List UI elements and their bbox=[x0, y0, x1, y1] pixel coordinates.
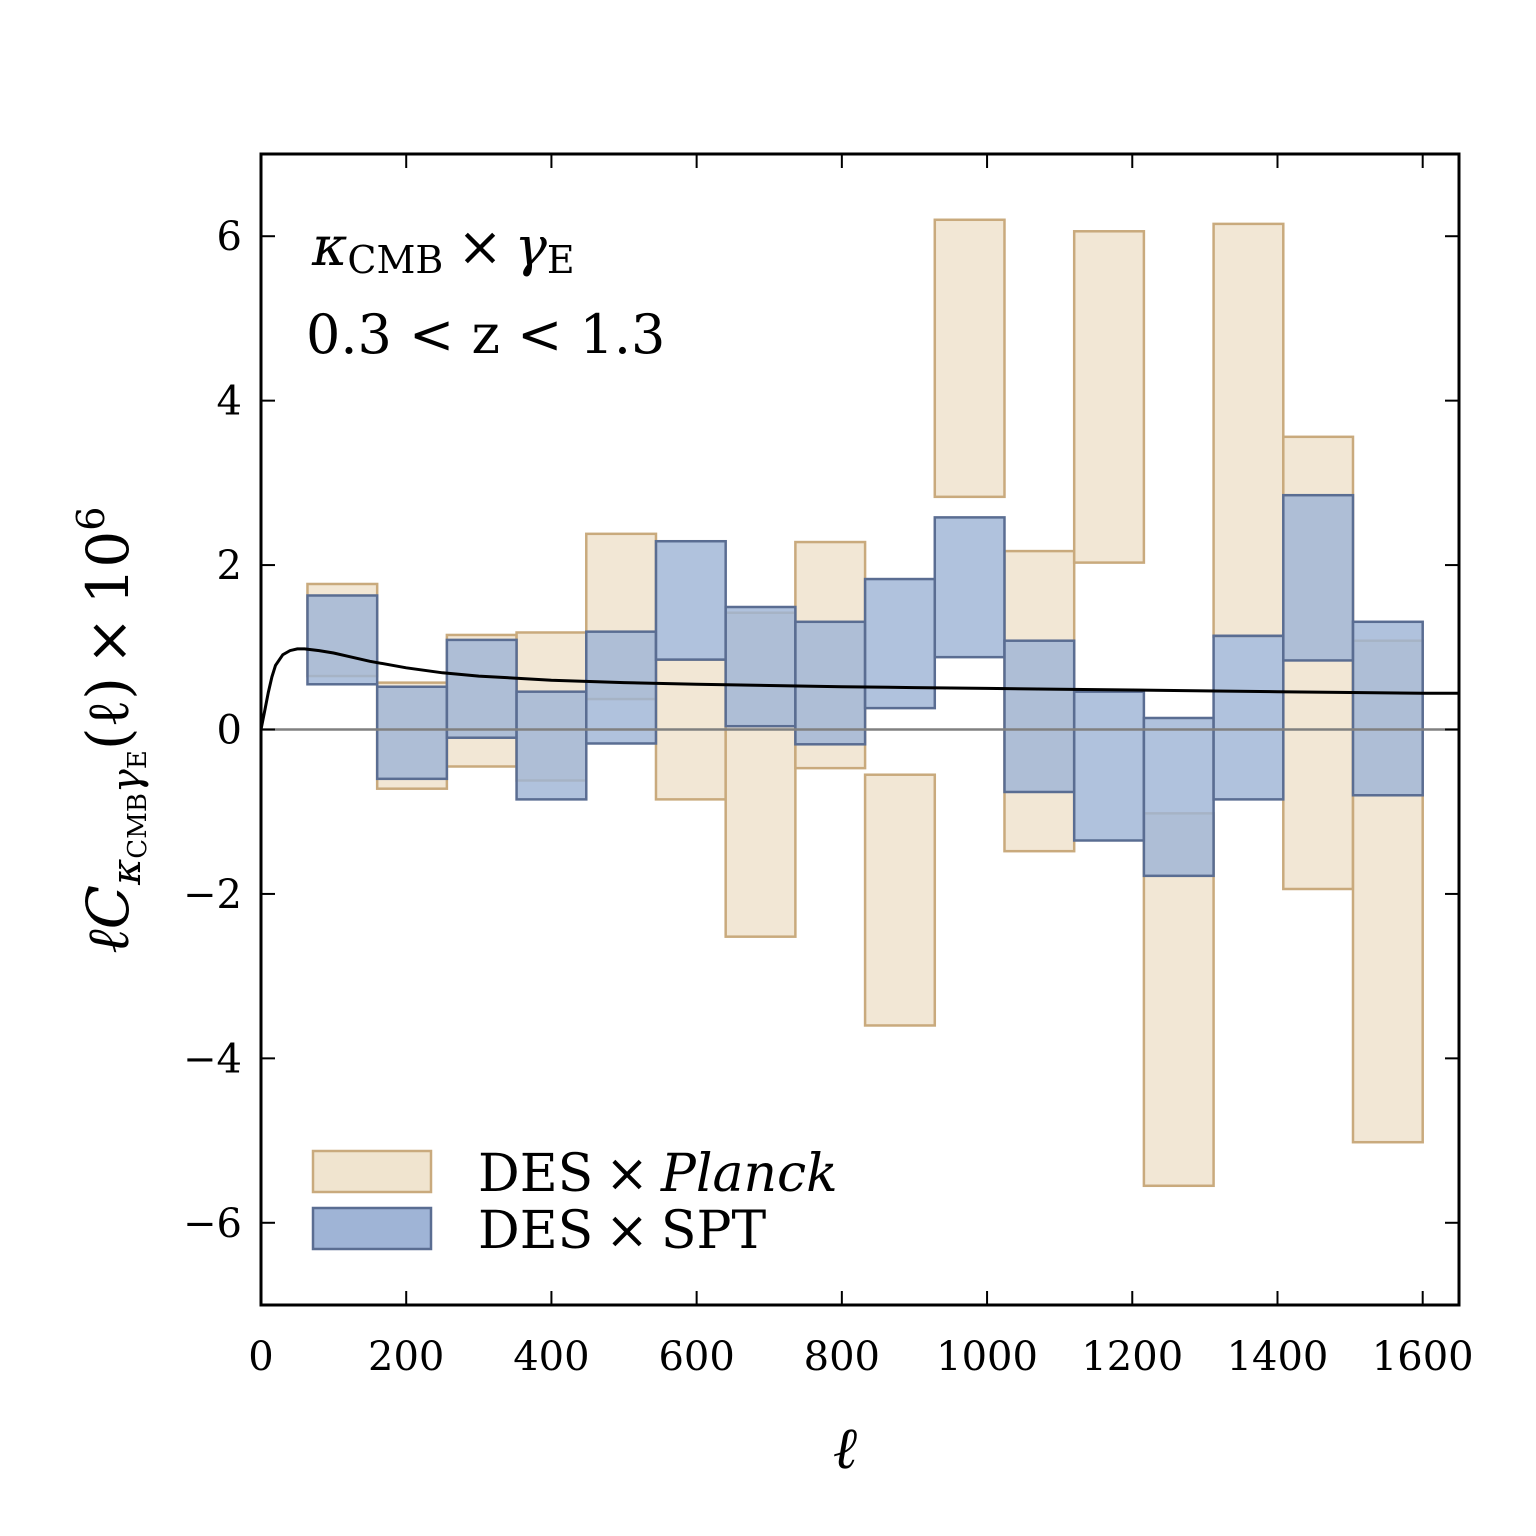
planck-box-9 bbox=[933, 218, 1006, 499]
legend-swatch-spt bbox=[311, 1206, 433, 1251]
ylabel-main: C bbox=[74, 885, 142, 929]
x-tick-label-1400: 1400 bbox=[1227, 1334, 1329, 1380]
ylabel-times: × bbox=[74, 617, 142, 666]
y-tick-label--4: −4 bbox=[183, 1036, 242, 1082]
spt-box-2 bbox=[445, 638, 518, 739]
spt-box-10 bbox=[1003, 639, 1076, 794]
y-axis-label: ℓCκCMBγE(ℓ) × 106 bbox=[69, 507, 153, 954]
ylabel-sub-cmb: CMB bbox=[123, 793, 153, 859]
x-axis-label: ℓ bbox=[833, 1414, 857, 1482]
legend-planck-prefix: DES bbox=[478, 1144, 593, 1204]
x-tick-label-800: 800 bbox=[804, 1334, 880, 1380]
y-tick-label-0: 0 bbox=[217, 708, 242, 754]
x-tick-labels: 0 200 400 600 800 1000 1200 1400 1600 bbox=[248, 1334, 1473, 1380]
legend-label-spt: DES × SPT bbox=[478, 1201, 766, 1261]
legend-swatch-planck bbox=[311, 1149, 433, 1194]
spt-box-1 bbox=[375, 685, 449, 781]
y-axis-label-group: ℓCκCMBγE(ℓ) × 106 bbox=[69, 507, 153, 954]
y-tick-label-2: 2 bbox=[217, 543, 242, 589]
spt-boxes bbox=[306, 493, 1424, 878]
annotation-line2: 0.3 < z < 1.3 bbox=[306, 303, 665, 366]
legend-spt-name: SPT bbox=[661, 1201, 767, 1261]
x-tick-label-1600: 1600 bbox=[1372, 1334, 1474, 1380]
ylabel-ten: 10 bbox=[74, 531, 142, 605]
spt-box-11 bbox=[1072, 690, 1146, 842]
planck-box-8 bbox=[863, 773, 937, 1027]
spt-box-0 bbox=[306, 594, 379, 686]
ylabel-prefix: ℓ bbox=[74, 929, 142, 953]
planck-box-13 bbox=[1212, 222, 1285, 638]
legend-planck-times: × bbox=[605, 1144, 649, 1204]
ylabel-sub-gamma: γ bbox=[104, 769, 150, 793]
legend-planck-name: Planck bbox=[660, 1144, 838, 1204]
y-tick-label-4: 4 bbox=[217, 379, 242, 425]
legend-spt-times: × bbox=[605, 1201, 649, 1261]
x-tick-label-200: 200 bbox=[368, 1334, 444, 1380]
y-tick-label--2: −2 bbox=[183, 872, 242, 918]
ylabel-arg: (ℓ) bbox=[74, 677, 142, 750]
spt-box-12 bbox=[1142, 716, 1215, 878]
x-tick-label-1200: 1200 bbox=[1081, 1334, 1183, 1380]
spt-box-7 bbox=[794, 620, 867, 746]
legend: DES × Planck DES × SPT bbox=[311, 1144, 838, 1261]
spt-box-14 bbox=[1282, 493, 1355, 662]
x-tick-label-600: 600 bbox=[658, 1334, 734, 1380]
spt-box-6 bbox=[724, 605, 797, 728]
annotation-gamma: γ bbox=[515, 215, 548, 278]
legend-spt-prefix: DES bbox=[478, 1201, 593, 1261]
legend-label-planck: DES × Planck bbox=[478, 1144, 838, 1204]
planck-box-11 bbox=[1072, 230, 1146, 564]
spt-box-4 bbox=[585, 630, 658, 745]
ylabel-sub-kappa: κ bbox=[104, 859, 150, 886]
annotation-kappa: κ bbox=[311, 215, 347, 278]
spt-box-15 bbox=[1351, 620, 1424, 797]
spt-box-13 bbox=[1212, 634, 1285, 801]
ylabel-exp: 6 bbox=[69, 507, 113, 531]
plot-frame bbox=[259, 152, 1461, 1307]
y-tick-labels: −6 −4 −2 0 2 4 6 bbox=[183, 214, 242, 1247]
x-tick-label-400: 400 bbox=[513, 1334, 589, 1380]
annotation-times: × bbox=[457, 215, 502, 278]
annotation-cmb: CMB bbox=[347, 238, 443, 282]
annotation-line1: κCMB × γE bbox=[311, 215, 575, 282]
x-tick-label-1000: 1000 bbox=[936, 1334, 1038, 1380]
ylabel-sub-e: E bbox=[123, 750, 153, 769]
y-tick-label-6: 6 bbox=[217, 214, 242, 260]
spt-box-5 bbox=[654, 539, 727, 661]
spt-box-9 bbox=[933, 516, 1006, 659]
y-tick-label--6: −6 bbox=[183, 1201, 242, 1247]
annotation-e: E bbox=[547, 238, 575, 282]
spt-box-3 bbox=[515, 690, 588, 801]
x-tick-label-0: 0 bbox=[248, 1334, 273, 1380]
theory-curve bbox=[259, 647, 1459, 730]
